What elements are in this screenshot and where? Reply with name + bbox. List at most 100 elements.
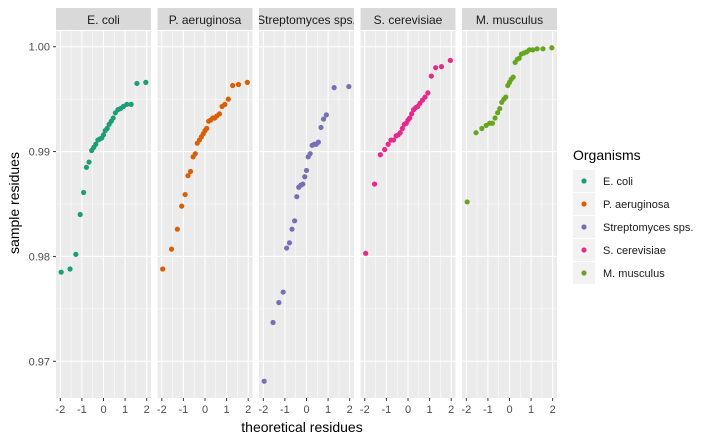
y-tick-label: 0.99: [29, 147, 50, 159]
x-tick-label: -2: [258, 404, 268, 416]
data-point: [58, 269, 64, 275]
data-point: [371, 181, 378, 187]
data-point: [284, 245, 290, 251]
panel-p-aeruginosa: P. aeruginosa -2 -1 0 1 2: [157, 8, 253, 416]
data-point: [174, 226, 180, 232]
x-tick-label: -2: [55, 404, 65, 416]
y-tick-label: 0.98: [29, 251, 50, 263]
y-axis: 0.97 0.98 0.99 1.00: [29, 42, 56, 368]
x-tick-label: -2: [360, 404, 370, 416]
data-point: [143, 79, 149, 85]
y-axis-label: sample residues: [6, 152, 22, 254]
x-tick-label: 2: [245, 404, 251, 416]
data-point: [100, 132, 107, 138]
legend-key: [581, 201, 587, 207]
x-tick-label: 0: [506, 404, 512, 416]
strip-label: S. cerevisiae: [374, 13, 443, 27]
data-point: [67, 266, 73, 272]
data-point: [497, 105, 503, 112]
x-tick-label: 1: [224, 404, 230, 416]
data-point: [323, 112, 329, 118]
data-point: [81, 189, 87, 196]
data-point: [128, 101, 134, 107]
data-point: [73, 251, 79, 257]
strip-label: Streptomyces sps.: [257, 13, 356, 27]
data-point: [286, 240, 293, 246]
x-tick-label: -1: [77, 404, 87, 416]
data-point: [222, 101, 228, 107]
legend-title: Organisms: [573, 147, 641, 163]
strip-bg: [360, 8, 456, 30]
data-point: [464, 199, 470, 205]
data-point: [303, 167, 310, 174]
data-point: [124, 101, 130, 107]
data-point: [377, 152, 383, 158]
x-tick-label: -2: [157, 404, 167, 416]
strip-label: E. coli: [87, 13, 120, 27]
data-point: [300, 181, 306, 187]
panels: E. coli-2 -1 0 1 2P. aeruginosa-2 -1 0 1 2Strept…: [55, 8, 557, 416]
strip-label: P. aeruginosa: [169, 13, 242, 27]
x-tick-label: 1: [122, 404, 128, 416]
data-point: [292, 218, 298, 224]
data-point: [409, 111, 415, 117]
data-point: [534, 46, 540, 52]
data-point: [331, 85, 337, 91]
data-point: [187, 168, 194, 175]
x-tick-label: 1: [427, 404, 433, 416]
x-tick-label: -1: [280, 404, 290, 416]
data-point: [204, 125, 210, 132]
data-point: [489, 120, 496, 126]
data-point: [83, 164, 90, 170]
data-point: [549, 45, 555, 51]
x-tick-label: 1: [325, 404, 331, 416]
legend-key: [581, 178, 587, 184]
data-point: [510, 74, 516, 80]
data-point: [428, 73, 434, 79]
data-point: [307, 151, 313, 157]
data-point: [230, 82, 236, 89]
data-point: [438, 64, 445, 70]
strip-bg: [56, 8, 151, 30]
data-point: [318, 124, 324, 131]
legend-item-label: P. aeruginosa: [603, 199, 670, 211]
data-point: [134, 80, 140, 87]
data-point: [346, 83, 352, 90]
data-point: [280, 289, 286, 295]
legend-item-label: Streptomyces sps.: [603, 222, 693, 234]
data-point: [235, 81, 242, 88]
data-point: [397, 130, 403, 136]
x-tick-label: 2: [144, 404, 150, 416]
x-axis-label: theoretical residues: [241, 419, 362, 435]
x-tick-label: 0: [100, 404, 106, 416]
data-point: [302, 174, 308, 180]
data-point: [192, 151, 198, 157]
strip-bg: [157, 8, 253, 30]
data-point: [492, 115, 498, 121]
data-point: [479, 125, 485, 132]
data-point: [179, 203, 185, 209]
data-point: [425, 90, 431, 96]
data-point: [86, 159, 92, 165]
data-point: [390, 137, 397, 143]
data-point: [540, 46, 546, 52]
legend: Organisms E. coli P. aeruginosa Streptomyc…: [573, 147, 693, 284]
x-tick-label: 2: [448, 404, 454, 416]
data-point: [407, 115, 413, 121]
data-point: [225, 96, 231, 102]
panel-e-coli: E. coli -2 -1 0 1 2: [55, 8, 151, 416]
x-tick-label: 2: [550, 404, 556, 416]
panel-streptomyces-sps: Streptomyces sps. -2 -1 0 1 2: [257, 8, 356, 416]
data-point: [110, 115, 116, 121]
x-tick-label: 2: [347, 404, 353, 416]
data-point: [530, 47, 536, 53]
data-point: [294, 194, 300, 200]
x-tick-label: 0: [303, 404, 309, 416]
legend-item-label: E. coli: [603, 176, 633, 188]
data-point: [216, 111, 223, 117]
panel-m-musculus: M. musculus -2 -1 0 1 2: [461, 8, 557, 416]
strip-bg: [259, 8, 354, 30]
data-point: [447, 57, 453, 63]
data-point: [77, 211, 83, 218]
